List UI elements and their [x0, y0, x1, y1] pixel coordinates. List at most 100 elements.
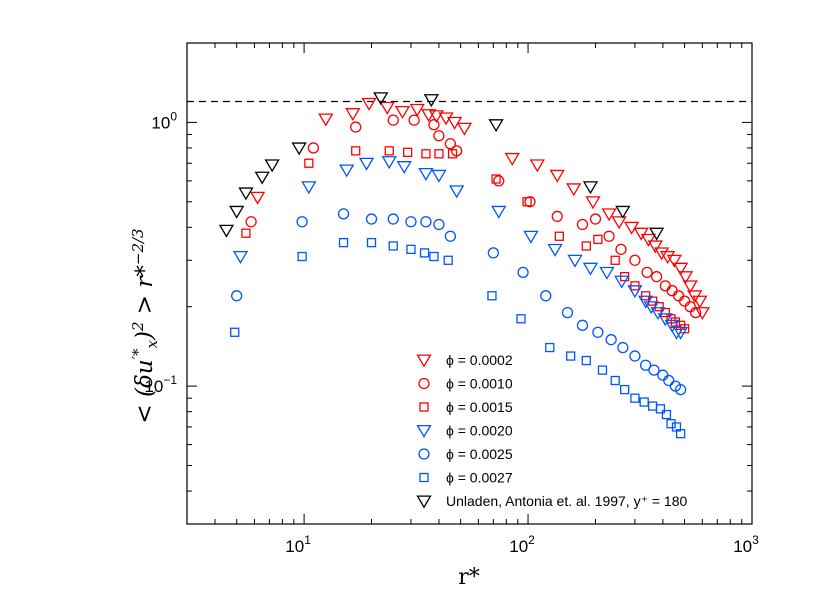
data-point	[585, 196, 601, 210]
data-point	[307, 142, 320, 154]
data-point	[657, 313, 673, 327]
data-point	[230, 327, 240, 337]
data-point	[551, 210, 563, 223]
data-point	[301, 181, 317, 195]
data-point	[504, 152, 520, 166]
y-label-part: ′*	[129, 348, 147, 359]
data-point	[576, 218, 589, 231]
data-point	[684, 301, 696, 313]
data-point	[576, 319, 589, 331]
data-point	[447, 149, 458, 159]
x-axis-label: r*	[458, 565, 480, 590]
y-label-part: )	[132, 331, 158, 341]
data-point	[245, 216, 257, 228]
data-point	[617, 341, 629, 354]
x-tick-exponent: 1	[304, 533, 311, 547]
axis-ticks	[186, 42, 753, 525]
data-point	[614, 275, 630, 289]
x-tick-label: 103	[733, 533, 759, 556]
data-point	[639, 397, 649, 407]
data-point	[431, 169, 447, 183]
data-point	[692, 295, 708, 309]
data-point	[493, 175, 505, 187]
x-tick-exponent: 3	[752, 533, 759, 547]
data-point	[358, 157, 375, 171]
data-point	[650, 307, 666, 321]
data-point	[566, 351, 576, 361]
data-point	[672, 326, 689, 340]
y-label-part: > r*	[132, 265, 158, 322]
data-point	[365, 213, 378, 225]
data-point	[554, 231, 565, 241]
data-point	[582, 262, 599, 276]
data-point	[581, 355, 591, 366]
legend-marker	[418, 448, 430, 460]
data-point	[350, 121, 362, 133]
data-point	[610, 255, 620, 265]
data-point	[677, 271, 694, 285]
data-point	[630, 393, 640, 403]
data-point	[672, 262, 689, 276]
data-point	[589, 213, 602, 225]
data-point	[419, 248, 430, 258]
data-point	[674, 383, 687, 396]
data-point	[339, 164, 355, 178]
data-point	[605, 334, 617, 346]
data-point	[218, 224, 235, 238]
legend-label: ϕ = 0.0027	[446, 470, 513, 486]
data-point	[666, 254, 682, 268]
data-point	[615, 205, 631, 219]
data-point	[387, 114, 399, 126]
legend-marker	[418, 377, 430, 390]
legend-marker	[419, 472, 429, 483]
data-point	[249, 191, 266, 205]
data-point	[337, 208, 350, 220]
data-point	[254, 171, 270, 185]
data-point	[582, 181, 599, 195]
data-point	[666, 285, 678, 297]
data-point	[381, 156, 397, 170]
data-point	[522, 197, 532, 207]
data-point	[238, 187, 254, 201]
data-point	[672, 290, 685, 302]
series-2	[245, 114, 702, 319]
data-point	[599, 266, 615, 280]
series-5	[231, 208, 687, 396]
data-point	[581, 241, 591, 251]
data-point	[428, 119, 440, 131]
series-3	[241, 146, 690, 334]
data-point	[231, 290, 243, 302]
legend-marker	[416, 354, 432, 368]
data-point	[648, 364, 660, 376]
data-point	[456, 122, 473, 136]
y-label-part: 2	[129, 321, 147, 332]
series-6	[230, 237, 686, 439]
data-point	[429, 251, 439, 262]
data-point	[396, 161, 412, 175]
data-point	[661, 409, 672, 420]
data-point	[627, 285, 643, 299]
data-point	[650, 271, 663, 283]
data-point	[549, 169, 565, 183]
plot-frame	[186, 42, 753, 525]
y-tick-label: 10−1	[144, 373, 177, 396]
y-tick-base: 10	[151, 113, 170, 132]
data-point	[433, 130, 445, 142]
data-point	[659, 251, 676, 264]
data-point	[629, 350, 641, 362]
data-point	[647, 401, 658, 411]
data-point	[611, 216, 627, 230]
data-point	[516, 314, 526, 324]
legend-label: Unladen, Antonia et. al. 1997, y⁺ = 180	[446, 493, 688, 509]
data-point	[657, 369, 669, 381]
data-point	[640, 233, 657, 247]
data-point	[641, 266, 653, 278]
data-point	[654, 247, 670, 261]
data-point	[387, 213, 399, 225]
legend-label: ϕ = 0.0025	[446, 446, 513, 462]
data-point	[603, 230, 615, 242]
data-point	[615, 243, 627, 256]
data-point	[433, 218, 445, 231]
